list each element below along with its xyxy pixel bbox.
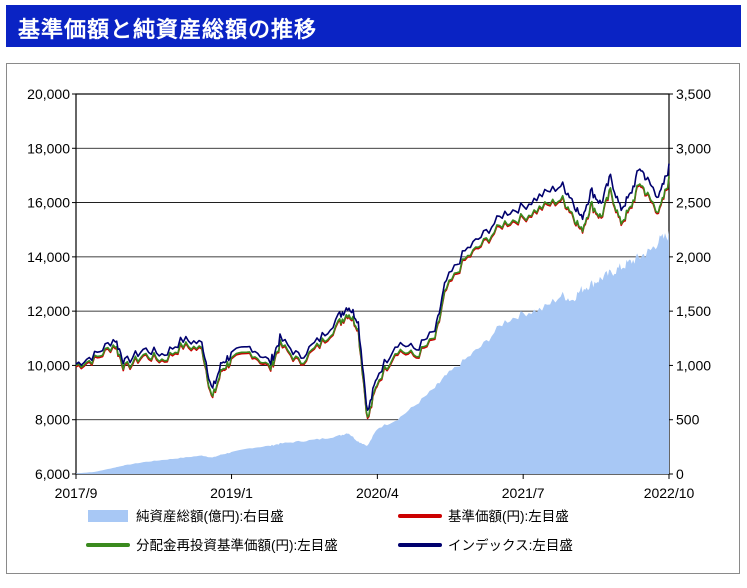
x-tick-label: 2020/4 [356,485,399,501]
y-left-tick-label: 14,000 [27,249,70,265]
title-bar: 基準価額と純資産総額の推移 [6,5,741,47]
y-left-tick-label: 16,000 [27,195,70,211]
chart-frame [6,63,740,574]
y-right-tick-label: 2,000 [676,249,711,265]
y-left-tick-label: 6,000 [35,466,70,482]
legend: 純資産総額(億円):右目盛 基準価額(円):左目盛分配金再投資基準価額(円):左目… [86,508,573,553]
y-right-tick-label: 1,500 [676,303,711,319]
y-left-tick-label: 12,000 [27,303,70,319]
y-left-tick-label: 18,000 [27,140,70,156]
legend-label: インデックス:左目盛 [448,537,573,553]
axis-layer: 6,000 0 8,000 500 10,000 1,000 12,000 1,500 14,0… [27,86,711,501]
series-line-2 [75,175,670,418]
x-tick-label: 2022/10 [644,485,695,501]
x-tick-label: 2021/7 [502,485,545,501]
y-right-tick-label: 3,500 [676,86,711,102]
y-left-tick-label: 8,000 [35,412,70,428]
y-right-tick-label: 2,500 [676,195,711,211]
area-layer [76,230,669,474]
y-right-tick-label: 0 [676,466,684,482]
series-area-net-assets [76,230,669,474]
legend-swatch [88,510,128,522]
y-right-tick-label: 3,000 [676,140,711,156]
y-left-tick-label: 20,000 [27,86,70,102]
y-right-tick-label: 500 [676,412,700,428]
series-line-1 [75,177,670,420]
page-title: 基準価額と純資産総額の推移 [18,18,318,43]
y-right-tick-label: 1,000 [676,357,711,373]
y-left-tick-label: 10,000 [27,357,70,373]
x-tick-label: 2017/9 [55,485,98,501]
legend-label: 純資産総額(億円):右目盛 [136,509,284,524]
series-line-3 [75,163,670,411]
x-tick-label: 2019/1 [210,485,253,501]
line-layer [75,163,670,420]
legend-label: 基準価額(円):左目盛 [448,508,569,524]
legend-label: 分配金再投資基準価額(円):左目盛 [136,537,338,553]
